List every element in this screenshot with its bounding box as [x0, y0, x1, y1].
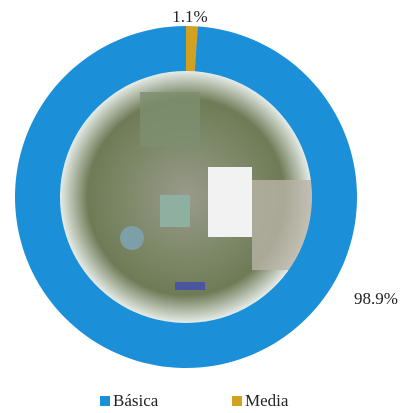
- legend-swatch: [100, 396, 110, 406]
- legend-swatch: [232, 396, 242, 406]
- data-label: 1.1%: [172, 7, 207, 26]
- aerial-photo: [60, 71, 312, 323]
- legend-label: Media: [245, 391, 289, 410]
- data-label: 98.9%: [354, 289, 398, 308]
- chart: 1.1% 98.9% Básica Media: [0, 0, 404, 413]
- legend-label: Básica: [113, 391, 159, 410]
- page: {"chart_data": {"type": "donut", "catego…: [0, 0, 404, 413]
